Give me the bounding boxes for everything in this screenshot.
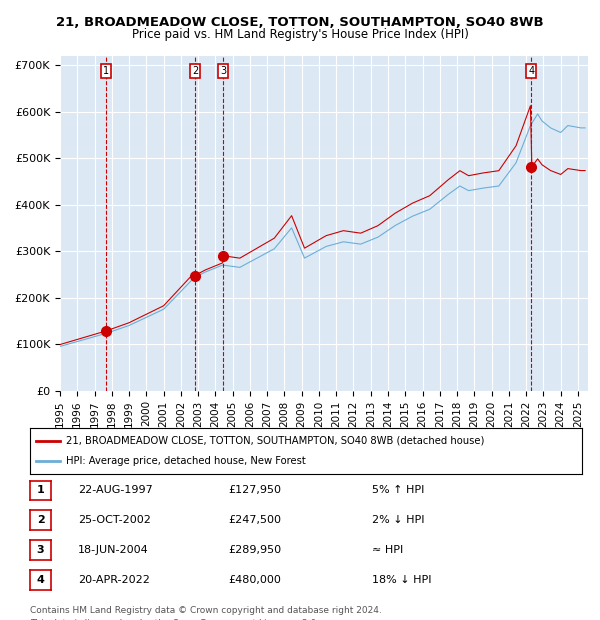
Text: Contains HM Land Registry data © Crown copyright and database right 2024.: Contains HM Land Registry data © Crown c… <box>30 606 382 615</box>
Text: £289,950: £289,950 <box>228 545 281 555</box>
Text: £480,000: £480,000 <box>228 575 281 585</box>
Text: ≈ HPI: ≈ HPI <box>372 545 403 555</box>
Text: 5% ↑ HPI: 5% ↑ HPI <box>372 485 424 495</box>
Text: 2: 2 <box>192 66 198 76</box>
Text: 2: 2 <box>37 515 44 525</box>
Text: HPI: Average price, detached house, New Forest: HPI: Average price, detached house, New … <box>66 456 305 466</box>
Text: 1: 1 <box>37 485 44 495</box>
Text: 20-APR-2022: 20-APR-2022 <box>78 575 150 585</box>
Text: 21, BROADMEADOW CLOSE, TOTTON, SOUTHAMPTON, SO40 8WB (detached house): 21, BROADMEADOW CLOSE, TOTTON, SOUTHAMPT… <box>66 436 484 446</box>
Text: This data is licensed under the Open Government Licence v3.0.: This data is licensed under the Open Gov… <box>30 619 319 620</box>
Text: 21, BROADMEADOW CLOSE, TOTTON, SOUTHAMPTON, SO40 8WB: 21, BROADMEADOW CLOSE, TOTTON, SOUTHAMPT… <box>56 16 544 29</box>
Text: 18-JUN-2004: 18-JUN-2004 <box>78 545 149 555</box>
Text: Price paid vs. HM Land Registry's House Price Index (HPI): Price paid vs. HM Land Registry's House … <box>131 28 469 41</box>
Text: £127,950: £127,950 <box>228 485 281 495</box>
Text: 4: 4 <box>528 66 535 76</box>
Text: 25-OCT-2002: 25-OCT-2002 <box>78 515 151 525</box>
Text: 3: 3 <box>220 66 226 76</box>
Text: 1: 1 <box>103 66 109 76</box>
Text: 4: 4 <box>37 575 44 585</box>
Text: 22-AUG-1997: 22-AUG-1997 <box>78 485 153 495</box>
Text: £247,500: £247,500 <box>228 515 281 525</box>
Text: 18% ↓ HPI: 18% ↓ HPI <box>372 575 431 585</box>
Text: 2% ↓ HPI: 2% ↓ HPI <box>372 515 425 525</box>
Text: 3: 3 <box>37 545 44 555</box>
